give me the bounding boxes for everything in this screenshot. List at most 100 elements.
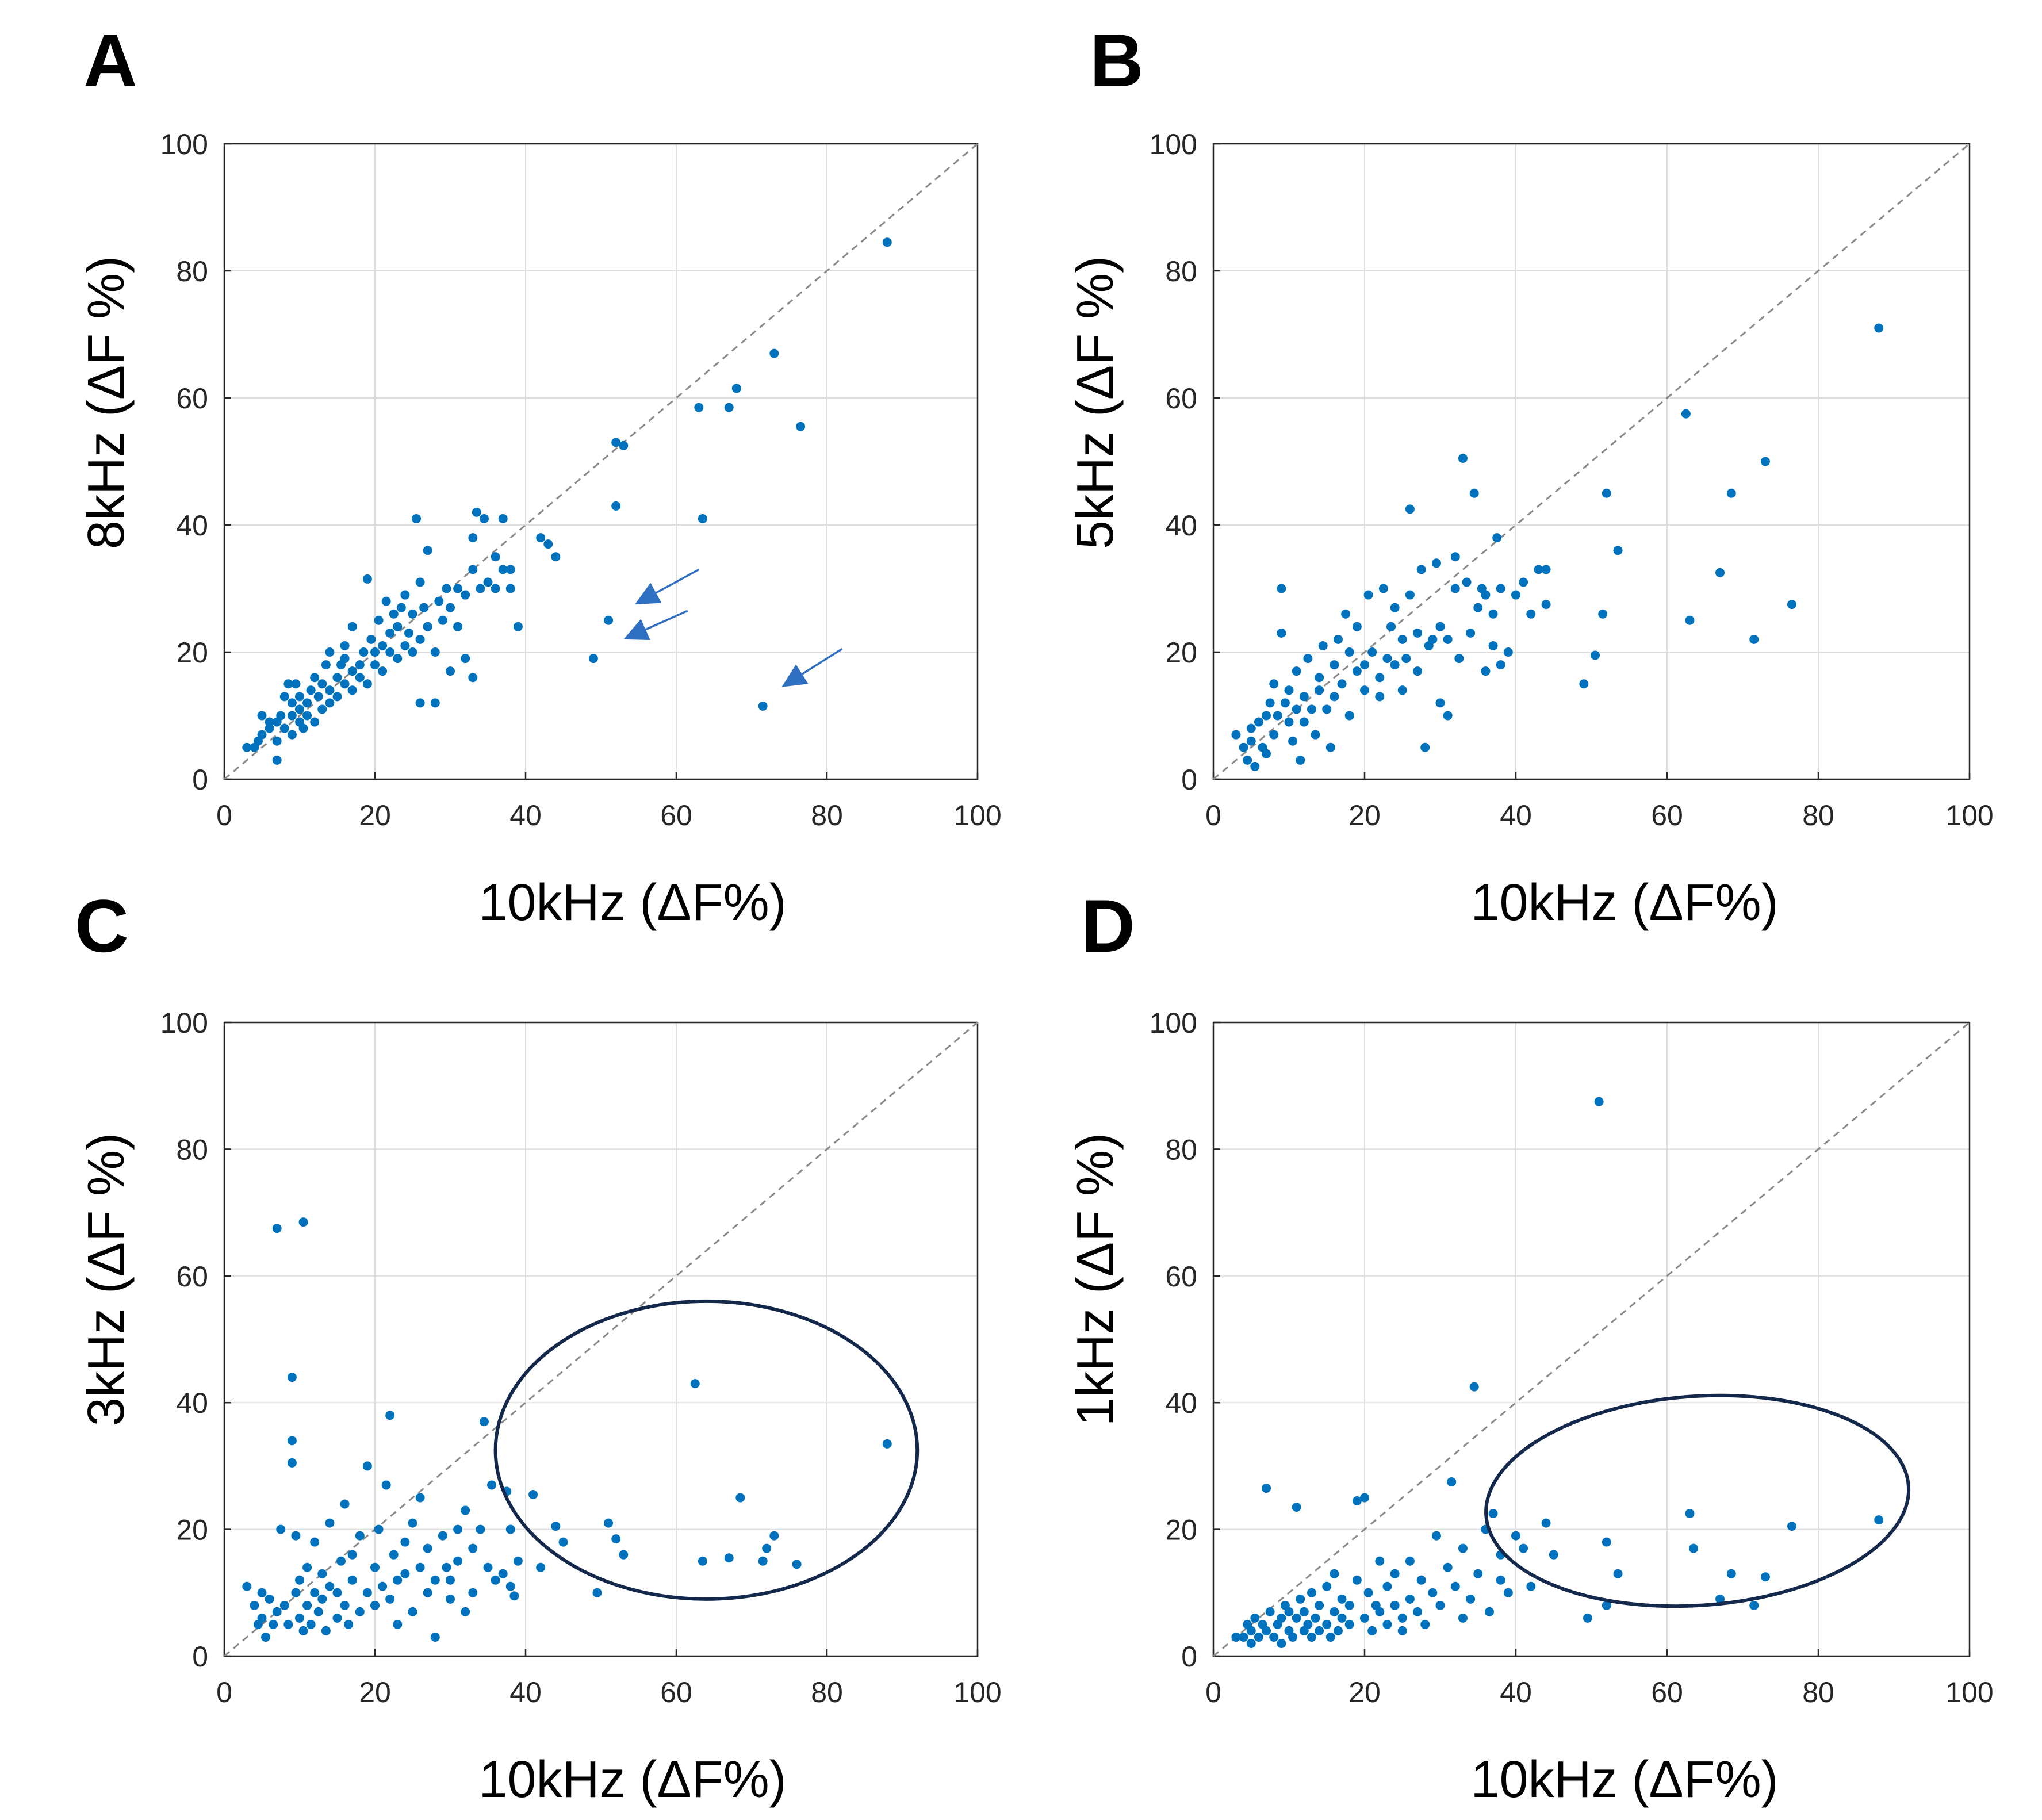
- data-point: [1360, 685, 1369, 695]
- x-tick-label: 20: [359, 1676, 391, 1708]
- data-point: [1534, 565, 1543, 574]
- data-point: [1250, 761, 1260, 771]
- data-point: [1401, 654, 1411, 664]
- highlight-ellipse: [493, 1299, 920, 1601]
- data-point: [611, 1534, 621, 1544]
- data-point: [1496, 660, 1505, 670]
- data-point: [340, 654, 350, 664]
- data-point: [758, 701, 768, 711]
- arrow-shaft: [655, 568, 700, 594]
- data-point: [332, 692, 342, 702]
- data-point: [1254, 717, 1263, 727]
- data-point: [1284, 1607, 1294, 1616]
- data-point: [536, 1562, 546, 1572]
- data-point: [1726, 1569, 1736, 1578]
- data-point: [453, 1524, 463, 1534]
- y-tick-label: 60: [1165, 1260, 1197, 1293]
- data-point: [332, 1588, 342, 1597]
- data-point: [332, 1613, 342, 1623]
- data-point: [1375, 1556, 1385, 1566]
- data-point: [1344, 647, 1354, 657]
- data-point: [302, 1600, 312, 1610]
- data-point: [758, 1556, 768, 1566]
- data-point: [1492, 533, 1502, 543]
- data-point: [1250, 1613, 1260, 1623]
- data-point: [415, 1493, 425, 1503]
- data-point: [694, 403, 704, 412]
- data-point: [1307, 1588, 1316, 1597]
- data-point: [1526, 1581, 1536, 1591]
- data-point: [1526, 609, 1536, 619]
- data-point: [1303, 1619, 1313, 1629]
- data-point: [1325, 742, 1335, 752]
- data-point: [1288, 1632, 1298, 1642]
- data-point: [310, 717, 320, 727]
- data-point: [472, 507, 481, 517]
- data-point: [378, 641, 388, 650]
- data-point: [1484, 1607, 1494, 1616]
- data-point: [1360, 1493, 1369, 1503]
- data-point: [1473, 1569, 1483, 1578]
- data-point: [1613, 1569, 1623, 1578]
- data-point: [265, 1594, 274, 1604]
- x-tick-label: 20: [359, 799, 391, 832]
- data-point: [1450, 584, 1460, 593]
- data-point: [1416, 1575, 1426, 1585]
- data-point: [479, 514, 489, 523]
- data-point: [1292, 704, 1301, 714]
- data-point: [1352, 666, 1362, 676]
- data-point: [344, 1619, 354, 1629]
- data-point: [325, 1518, 335, 1528]
- data-point: [461, 590, 470, 600]
- data-point: [317, 679, 327, 689]
- data-point: [453, 1556, 463, 1566]
- data-point: [1541, 565, 1551, 574]
- data-point: [1265, 1607, 1275, 1616]
- data-point: [536, 533, 546, 543]
- data-point: [1390, 603, 1400, 612]
- data-point: [336, 1556, 346, 1566]
- x-tick-label: 20: [1348, 1676, 1381, 1708]
- data-point: [468, 565, 478, 574]
- data-point: [1450, 1581, 1460, 1591]
- y-tick-label: 0: [192, 1641, 208, 1673]
- data-point: [298, 1626, 308, 1635]
- data-point: [1443, 711, 1453, 721]
- data-point: [1496, 584, 1505, 593]
- y-tick-label: 40: [1165, 509, 1197, 542]
- data-point: [279, 1600, 289, 1610]
- data-point: [1443, 634, 1453, 644]
- x-tick-label: 100: [953, 1676, 1001, 1708]
- y-tick-label: 0: [1181, 764, 1197, 796]
- data-point: [1277, 1638, 1286, 1648]
- data-point: [1299, 1607, 1309, 1616]
- y-tick-label: 80: [176, 1133, 208, 1166]
- data-point: [1311, 1613, 1320, 1623]
- data-point: [505, 1524, 515, 1534]
- x-tick-label: 0: [1205, 1676, 1221, 1708]
- data-point: [313, 692, 323, 702]
- data-point: [1760, 457, 1770, 466]
- data-point: [505, 1581, 515, 1591]
- data-point: [272, 755, 282, 765]
- diagonal-reference-line: [224, 143, 978, 780]
- data-point: [302, 711, 312, 721]
- data-point: [468, 1543, 478, 1553]
- x-tick-label: 0: [216, 799, 232, 832]
- data-point: [1390, 660, 1400, 670]
- data-point: [1246, 1638, 1256, 1648]
- data-point: [551, 552, 561, 562]
- data-point: [1787, 1522, 1796, 1531]
- data-point: [1591, 650, 1600, 660]
- data-point: [276, 711, 286, 721]
- data-point: [453, 622, 463, 631]
- data-point: [491, 584, 500, 593]
- data-point: [1469, 488, 1479, 498]
- data-point: [313, 1607, 323, 1616]
- data-point: [1269, 1632, 1279, 1642]
- data-point: [310, 673, 320, 683]
- data-point: [1390, 1600, 1400, 1610]
- y-tick-label: 80: [176, 255, 208, 288]
- data-point: [1341, 609, 1351, 619]
- y-tick-label: 100: [1150, 128, 1197, 160]
